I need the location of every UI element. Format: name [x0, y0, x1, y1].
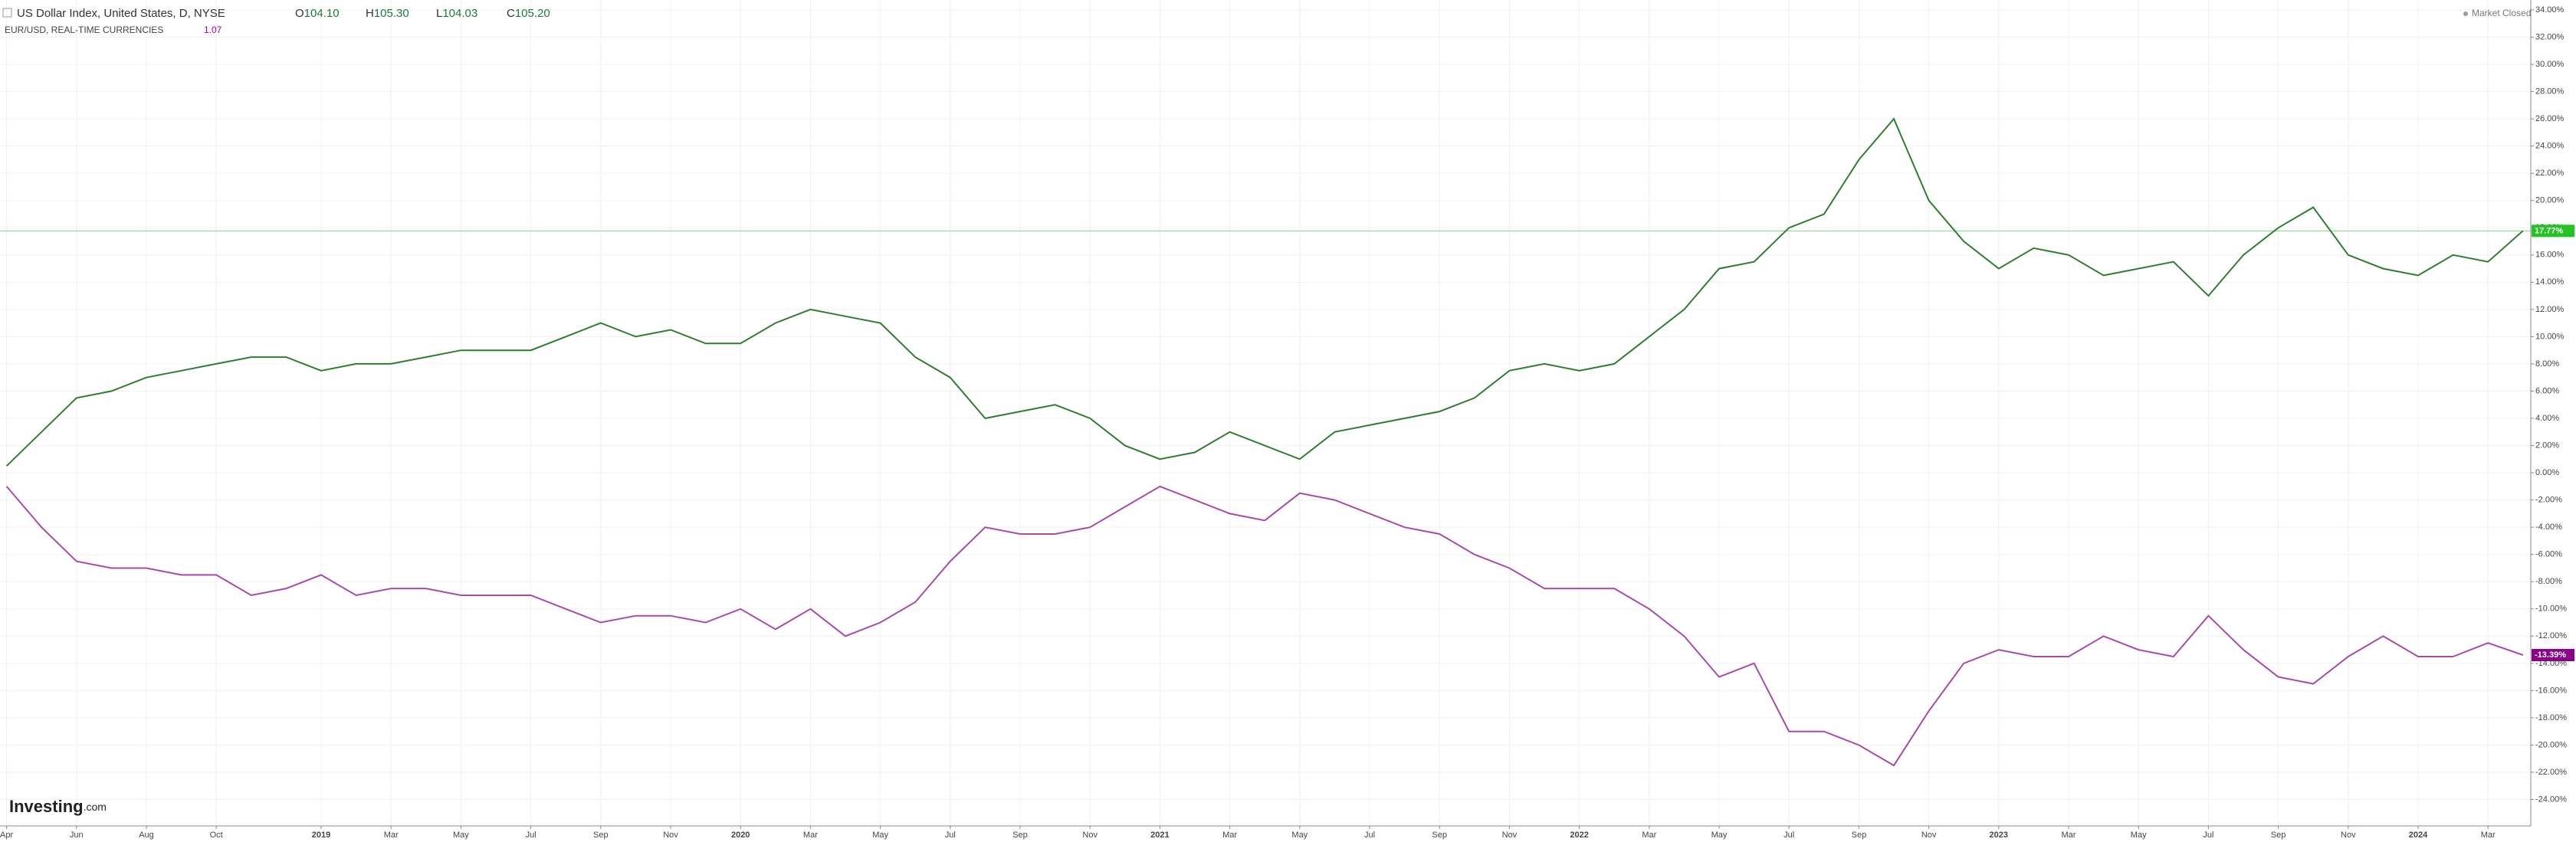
x-tick-label: Jul — [945, 831, 956, 840]
y-tick-label: -24.00% — [2535, 794, 2567, 804]
x-tick-label: May — [1711, 831, 1728, 840]
y-tick-label: 8.00% — [2535, 359, 2559, 369]
price-label-box — [2532, 224, 2574, 238]
plot — [0, 117, 2531, 767]
x-tick-label: Jul — [1784, 831, 1794, 840]
y-tick-label: 14.00% — [2535, 277, 2565, 287]
y-tick-label: 0.00% — [2535, 468, 2559, 477]
y-tick-label: -4.00% — [2535, 523, 2562, 532]
x-tick-label: 2024 — [2409, 831, 2428, 840]
x-tick-label: Jul — [2203, 831, 2213, 840]
ohlc-key: C — [507, 7, 515, 20]
y-tick-label: 24.00% — [2535, 142, 2565, 151]
y-tick-label: 12.00% — [2535, 305, 2565, 314]
x-tick-label: Apr — [0, 831, 13, 840]
x-tick-label: May — [872, 831, 888, 840]
x-tick-label: 2019 — [312, 831, 330, 840]
ohlc-key: O — [295, 7, 304, 20]
y-tick-label: 28.00% — [2535, 87, 2565, 96]
x-tick-label: Sep — [1432, 831, 1447, 840]
y-tick-label: 34.00% — [2535, 5, 2565, 15]
y-tick-label: 16.00% — [2535, 251, 2565, 260]
x-tick-label: Jul — [1364, 831, 1375, 840]
x-tick-label: Sep — [1852, 831, 1867, 840]
ohlc: O104.10 H105.30 L104.03 C105.20 — [295, 7, 550, 20]
y-tick-label: -10.00% — [2535, 604, 2567, 614]
x-tick-label: Nov — [1082, 831, 1098, 840]
y-tick-label: 10.00% — [2535, 332, 2565, 341]
ohlc-item: C105.20 — [507, 7, 550, 20]
x-tick-label: Sep — [1012, 831, 1028, 840]
y-tick-label: 6.00% — [2535, 386, 2559, 395]
x-tick-label: Mar — [1642, 831, 1656, 840]
y-tick-label: -22.00% — [2535, 768, 2567, 777]
ohlc-value: 105.30 — [374, 7, 409, 20]
x-tick-label: Oct — [210, 831, 223, 840]
logo-text: Investing — [9, 797, 84, 816]
y-tick-label: -2.00% — [2535, 496, 2562, 505]
ohlc-item: L104.03 — [436, 7, 477, 20]
x-tick-label: Sep — [2271, 831, 2286, 840]
y-tick-label: 2.00% — [2535, 441, 2559, 450]
ohlc-item: H105.30 — [366, 7, 409, 20]
y-tick-label: -16.00% — [2535, 686, 2567, 695]
status-dot — [2463, 11, 2468, 16]
ohlc-item: O104.10 — [295, 7, 340, 20]
y-tick-label: -12.00% — [2535, 631, 2567, 641]
x-tick-label: Mar — [1222, 831, 1237, 840]
ohlc-key: H — [366, 7, 374, 20]
price-label: 17.77% — [2535, 226, 2564, 235]
price-label: -13.39% — [2535, 650, 2566, 660]
y-tick-label: 26.00% — [2535, 114, 2565, 123]
ohlc-value: 104.03 — [442, 7, 477, 20]
ohlc-value: 105.20 — [515, 7, 550, 20]
x-tick-label: Sep — [593, 831, 609, 840]
x-tick-label: Nov — [663, 831, 678, 840]
x-tick-label: Mar — [2481, 831, 2496, 840]
price-label-box — [2532, 649, 2574, 662]
x-tick-label: May — [453, 831, 469, 840]
x-tick-label: May — [2131, 831, 2147, 840]
y-tick-label: 4.00% — [2535, 414, 2559, 423]
compare-value: 1.07 — [204, 25, 222, 35]
x-tick-label: Aug — [139, 831, 154, 840]
logo: Investing.com — [9, 797, 107, 816]
x-tick-label: 2020 — [731, 831, 750, 840]
x-tick-label: 2021 — [1150, 831, 1169, 840]
x-tick-label: Mar — [384, 831, 399, 840]
series-line — [5, 117, 2524, 467]
ohlc-key: L — [436, 7, 442, 20]
legend-main: US Dollar Index, United States, D, NYSE — [17, 7, 225, 20]
x-tick-label: 2023 — [1990, 831, 2008, 840]
x-tick-label: Jun — [70, 831, 84, 840]
x-tick-label: Nov — [2341, 831, 2356, 840]
series-line — [5, 485, 2524, 767]
y-tick-label: 30.00% — [2535, 60, 2565, 69]
x-tick-label: Nov — [1921, 831, 1937, 840]
ohlc-value: 104.10 — [304, 7, 340, 20]
x-tick-label: 2022 — [1570, 831, 1588, 840]
y-tick-label: -8.00% — [2535, 577, 2562, 586]
x-tick-label: Mar — [2062, 831, 2076, 840]
legend-compare: EUR/USD, REAL-TIME CURRENCIES — [5, 25, 163, 35]
x-tick-label: Nov — [1502, 831, 1518, 840]
logo-suffix: .com — [84, 801, 107, 813]
x-tick-label: Jul — [526, 831, 537, 840]
y-tick-label: -18.00% — [2535, 713, 2567, 722]
x-tick-label: May — [1291, 831, 1308, 840]
y-tick-label: 32.00% — [2535, 32, 2565, 41]
grid — [0, 0, 2531, 826]
y-tick-label: 22.00% — [2535, 169, 2565, 178]
y-tick-label: -20.00% — [2535, 740, 2567, 749]
x-tick-label: Mar — [803, 831, 818, 840]
market-status: Market Closed — [2472, 8, 2531, 18]
y-tick-label: -6.00% — [2535, 550, 2562, 559]
y-tick-label: 20.00% — [2535, 196, 2565, 205]
collapse-icon[interactable] — [2, 8, 12, 18]
